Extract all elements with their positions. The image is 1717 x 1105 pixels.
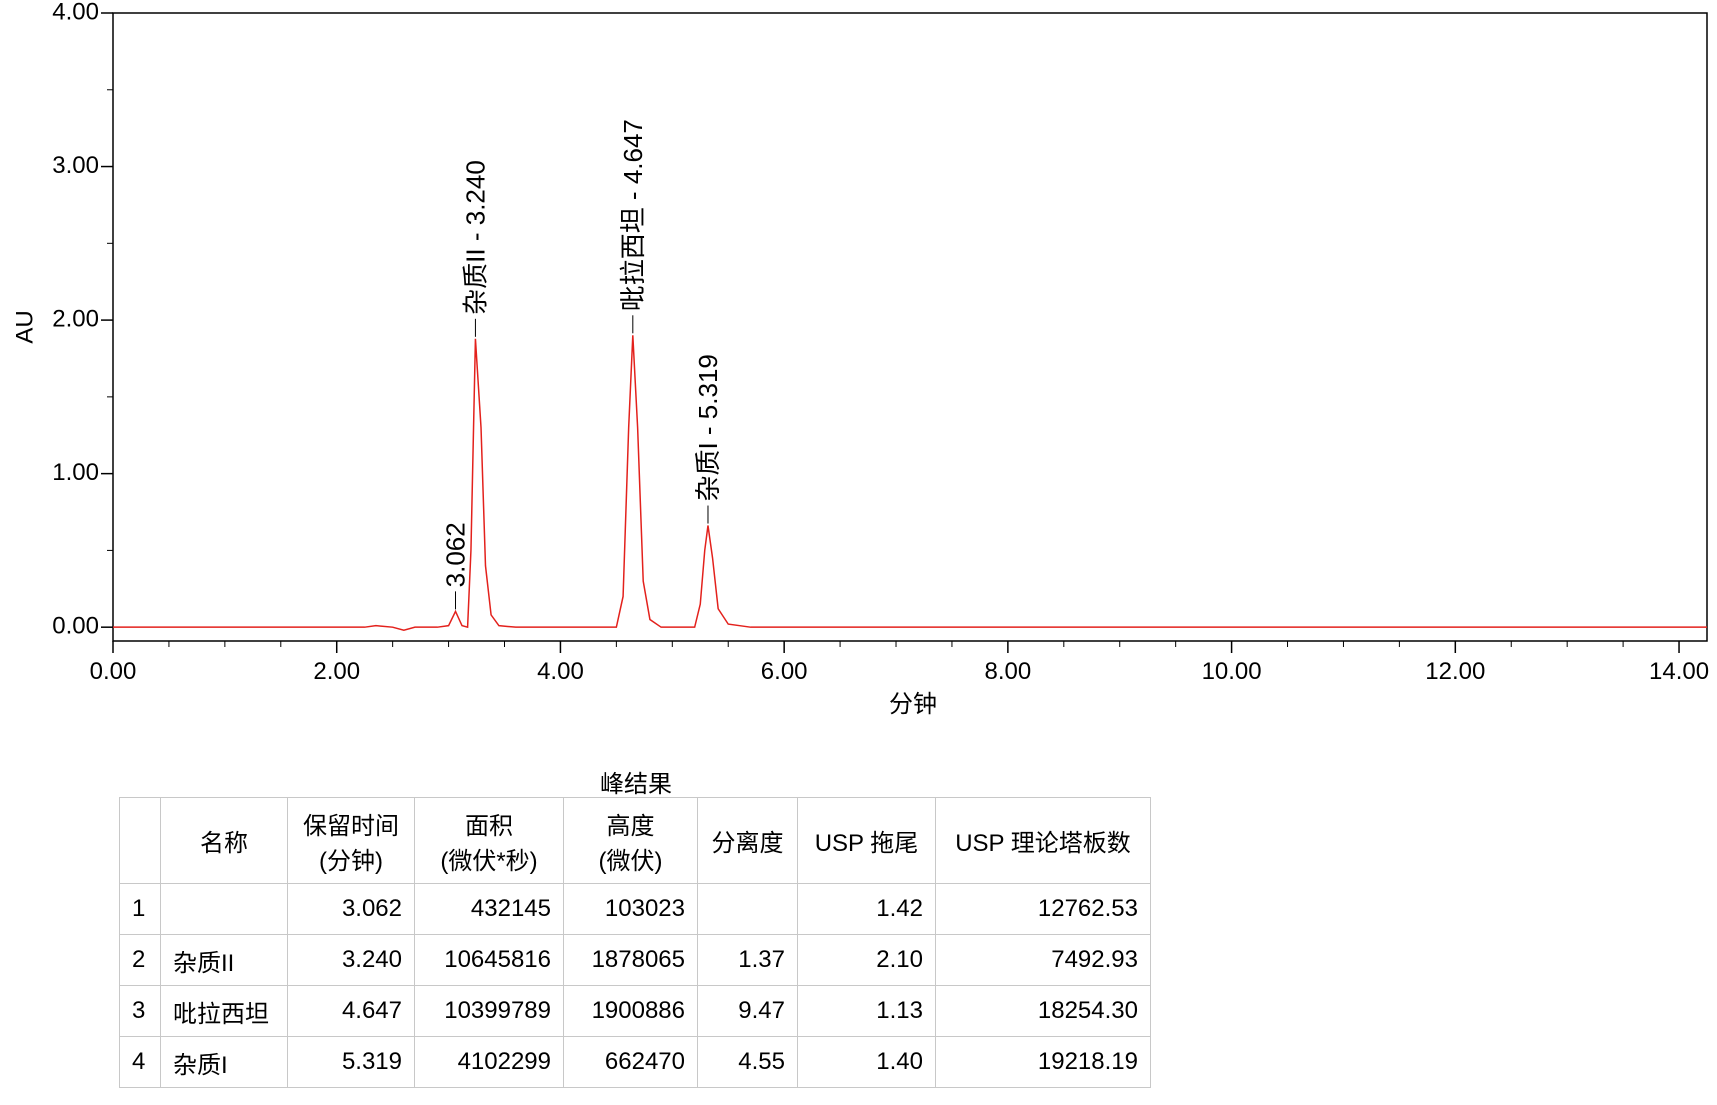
cell: 662470 xyxy=(563,1036,698,1088)
cell: 杂质I xyxy=(160,1036,288,1088)
x-tick-label: 8.00 xyxy=(985,658,1032,685)
header-cell: 名称 xyxy=(160,797,288,884)
header-line: 面积 xyxy=(465,812,513,840)
cell: 4.55 xyxy=(697,1036,798,1088)
header-line: 分离度 xyxy=(711,830,784,857)
cell: 3.240 xyxy=(287,934,415,986)
y-tick-label: 0.00 xyxy=(52,613,99,640)
cell: 1878065 xyxy=(563,934,698,986)
header-cell: USP 拖尾 xyxy=(797,797,936,884)
cell xyxy=(697,883,798,935)
plot-frame xyxy=(112,12,1708,642)
cell: 1.13 xyxy=(797,985,936,1037)
cell: 19218.19 xyxy=(935,1036,1151,1088)
peak-label: 杂质I - 5.319 xyxy=(693,354,723,501)
cell: 1.42 xyxy=(797,883,936,935)
cell: 10645816 xyxy=(414,934,564,986)
cell: 432145 xyxy=(414,883,564,935)
peak-label: 杂质II - 3.240 xyxy=(460,160,490,315)
header-cell: USP 理论塔板数 xyxy=(935,797,1151,884)
data-row: 1 3.062 432145 103023 1.42 12762.53 xyxy=(119,883,1151,935)
header-line: (分钟) xyxy=(319,847,383,875)
x-tick-label: 2.00 xyxy=(313,658,360,685)
cell: 3.062 xyxy=(287,883,415,935)
peak-label: 吡拉西坦 - 4.647 xyxy=(618,119,648,311)
header-cell: 高度 (微伏) xyxy=(563,797,698,884)
header-cell: 保留时间 (分钟) xyxy=(287,797,415,884)
cell: 4102299 xyxy=(414,1036,564,1088)
x-tick-label: 14.00 xyxy=(1649,658,1709,685)
cell: 12762.53 xyxy=(935,883,1151,935)
header-row: 名称 保留时间 (分钟) 面积 (微伏*秒) 高度 (微伏) 分离度 USP 拖尾 USP 理论塔… xyxy=(119,797,1151,884)
header-line: 名称 xyxy=(200,830,248,857)
cell: 杂质II xyxy=(160,934,288,986)
cell: 1900886 xyxy=(563,985,698,1037)
header-line: USP 拖尾 xyxy=(814,830,919,857)
header-line: (微伏*秒) xyxy=(440,847,538,875)
peak-table: 名称 保留时间 (分钟) 面积 (微伏*秒) 高度 (微伏) 分离度 USP 拖尾 USP 理论塔… xyxy=(119,797,1151,1088)
cell xyxy=(160,883,288,935)
x-tick-label: 0.00 xyxy=(90,658,137,685)
cell: 103023 xyxy=(563,883,698,935)
y-axis-title: AU xyxy=(11,310,38,343)
cell: 1.40 xyxy=(797,1036,936,1088)
cell: 2 xyxy=(119,934,161,986)
cell: 10399789 xyxy=(414,985,564,1037)
table-title: 峰结果 xyxy=(600,771,672,798)
header-cell: 面积 (微伏*秒) xyxy=(414,797,564,884)
data-row: 4 杂质I 5.319 4102299 662470 4.55 1.40 19218.19 xyxy=(119,1036,1151,1088)
cell: 7492.93 xyxy=(935,934,1151,986)
chart: 分钟 AU 0.00 1.00 2.00 3.00 4.00 0.00 2.00 4.00 6.… xyxy=(11,0,1709,718)
x-tick-label: 6.00 xyxy=(761,658,808,685)
data-row: 3 吡拉西坦 4.647 10399789 1900886 9.47 1.13 18254.3… xyxy=(119,985,1151,1037)
y-tick-label: 2.00 xyxy=(52,305,99,332)
cell: 1.37 xyxy=(697,934,798,986)
cell: 9.47 xyxy=(697,985,798,1037)
y-tick-label: 3.00 xyxy=(52,152,99,179)
header-line: (微伏) xyxy=(598,847,663,875)
cell: 4.647 xyxy=(287,985,415,1037)
cell: 吡拉西坦 xyxy=(160,985,288,1037)
cell: 1 xyxy=(119,883,161,935)
header-cell xyxy=(119,797,161,884)
trace xyxy=(113,335,1707,632)
cell: 18254.30 xyxy=(935,985,1151,1037)
x-tick-label: 12.00 xyxy=(1425,658,1485,685)
header-cell: 分离度 xyxy=(697,797,798,884)
cell: 5.319 xyxy=(287,1036,415,1088)
cell: 4 xyxy=(119,1036,161,1088)
cell: 3 xyxy=(119,985,161,1037)
header-line: 保留时间 xyxy=(303,812,399,840)
cell: 2.10 xyxy=(797,934,936,986)
header-line: 高度 xyxy=(606,812,655,840)
header-line: USP 理论塔板数 xyxy=(955,830,1131,857)
x-axis-title: 分钟 xyxy=(889,691,937,718)
peak-label: 3.062 xyxy=(441,522,471,587)
y-tick-label: 4.00 xyxy=(52,0,99,25)
x-tick-label: 10.00 xyxy=(1202,658,1262,685)
data-row: 2 杂质II 3.240 10645816 1878065 1.37 2.10 7492.93 xyxy=(119,934,1151,986)
y-tick-label: 1.00 xyxy=(52,459,99,486)
x-tick-label: 4.00 xyxy=(537,658,584,685)
